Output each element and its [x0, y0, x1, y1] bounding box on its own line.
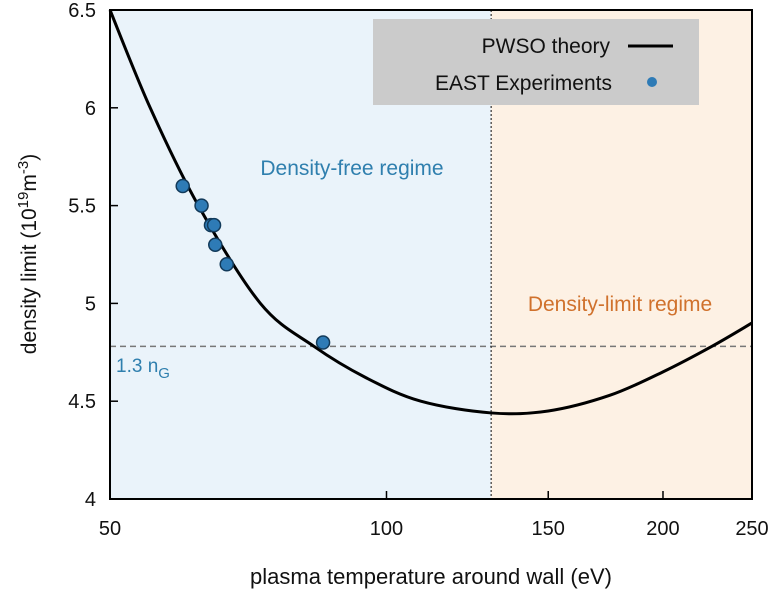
y-axis-label-unit-exp: -3 — [15, 161, 32, 174]
y-axis-label-exp: 19 — [15, 192, 32, 209]
y-axis-label-close: ) — [18, 154, 41, 161]
x-tick-label: 200 — [646, 518, 679, 540]
legend: PWSO theory EAST Experiments — [373, 19, 699, 105]
y-axis-label-main: density limit (10 — [18, 208, 41, 354]
y-tick-label: 4.5 — [68, 391, 96, 413]
density-free-regime-label: Density-free regime — [260, 157, 443, 180]
east-data-point — [208, 237, 223, 252]
east-data-point — [175, 178, 190, 194]
east-data-point — [206, 217, 222, 233]
y-axis-label: density limit (1019m-3) — [15, 154, 41, 354]
x-tick-label: 50 — [99, 518, 121, 540]
plot-frame — [109, 9, 753, 500]
east-data-point — [194, 198, 209, 213]
pwso-theory-line — [108, 9, 753, 416]
legend-label-east: EAST Experiments — [435, 72, 612, 95]
legend-box — [373, 19, 699, 105]
y-tick-label: 5 — [85, 293, 96, 315]
legend-marker-east — [647, 77, 657, 87]
ng-label-sub: G — [158, 365, 170, 382]
y-tick-label: 6 — [85, 98, 96, 120]
ng-label-main: 1.3 n — [116, 356, 158, 377]
y-tick-label: 5.5 — [68, 196, 96, 218]
y-tick-label: 6.5 — [68, 0, 96, 22]
x-axis-label: plasma temperature around wall (eV) — [250, 564, 612, 589]
y-axis-label-unit: m — [18, 174, 41, 192]
density-limit-regime-label: Density-limit regime — [528, 293, 712, 316]
east-data-point — [315, 335, 331, 350]
x-tick-label: 150 — [532, 518, 565, 540]
ng-label: 1.3 nG — [116, 356, 170, 382]
y-tick-label: 4 — [85, 489, 96, 511]
x-tick-label: 100 — [370, 518, 403, 540]
legend-label-theory: PWSO theory — [482, 35, 611, 58]
x-tick-label: 250 — [735, 518, 768, 540]
east-data-point — [219, 257, 234, 272]
